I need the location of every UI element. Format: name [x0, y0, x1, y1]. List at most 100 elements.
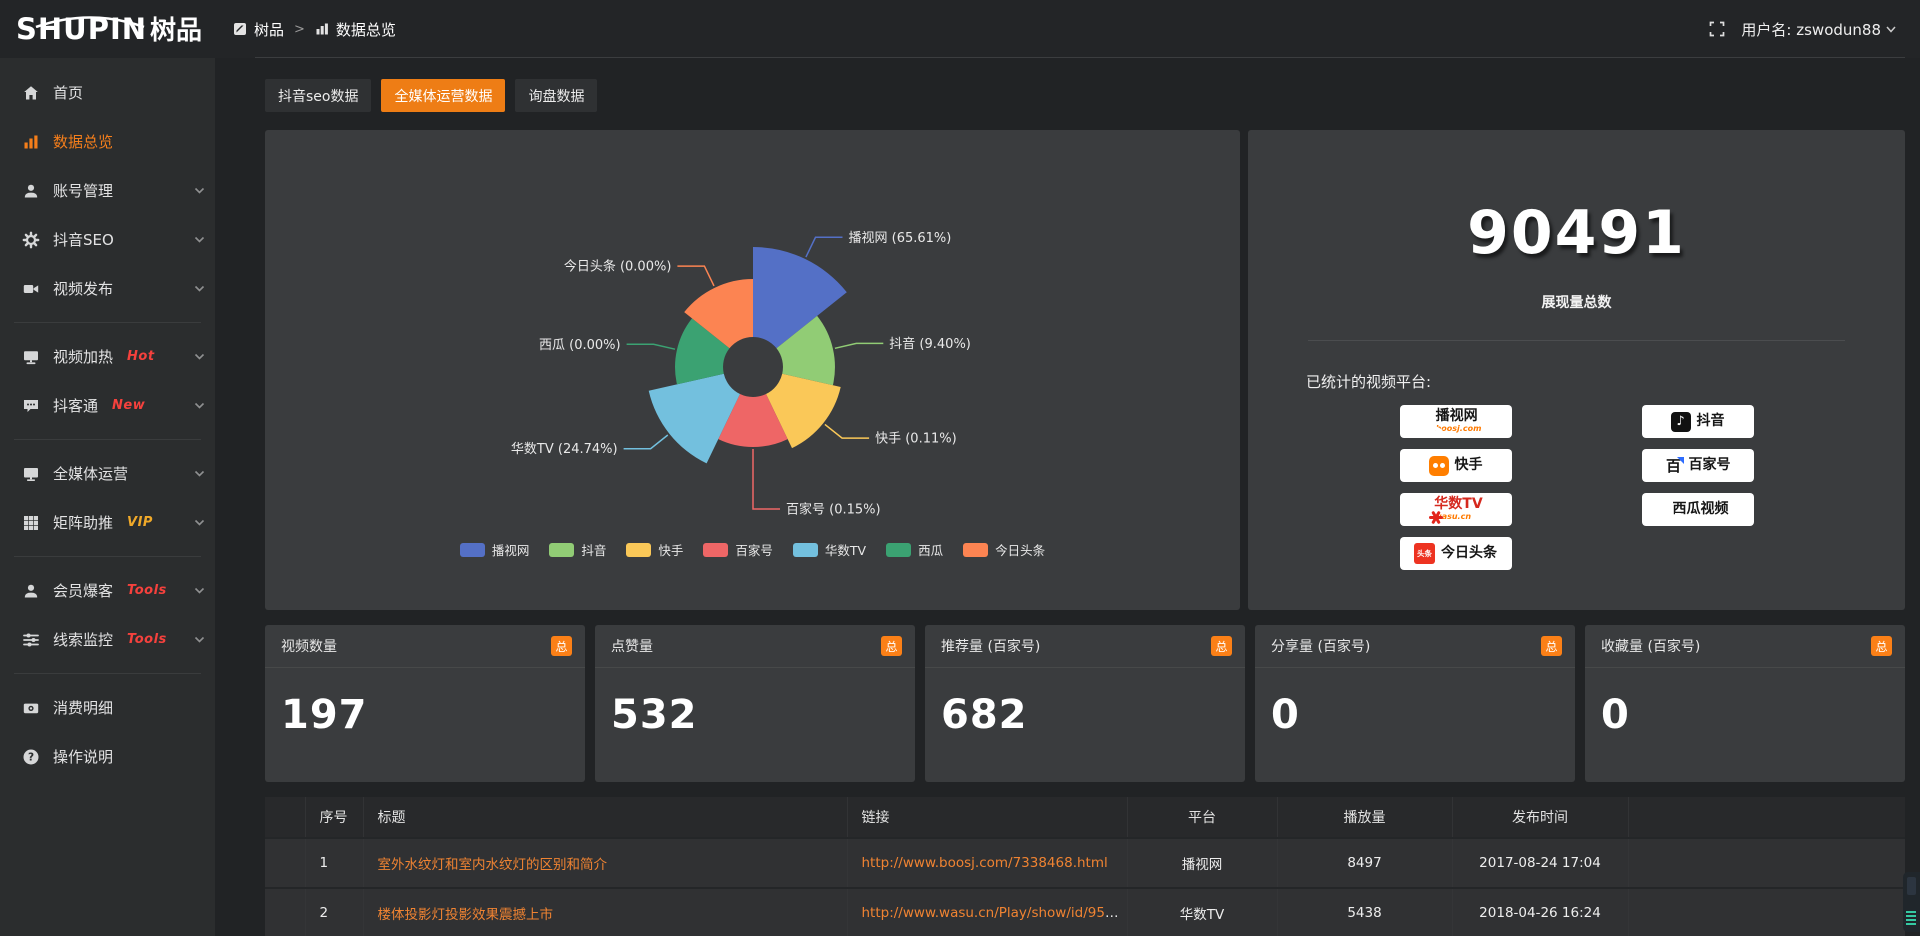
floating-widget[interactable]	[1903, 872, 1920, 932]
platform-name: 抖音	[1697, 414, 1725, 429]
sidebar: 首页 数据总览 账号管理 抖音SEO 视频发布 视频加热 Hot 抖客通 New 全媒体运营 矩阵助…	[0, 58, 215, 936]
tab-omnimedia-data[interactable]: 全媒体运营数据	[381, 79, 506, 112]
user-icon	[22, 182, 40, 200]
platforms-label: 已统计的视频平台:	[1306, 373, 1432, 391]
pie-slice-2[interactable]	[766, 373, 841, 449]
url-link[interactable]: http://www.wasu.cn/Play/show/id/952...	[861, 905, 1127, 921]
data-table: 序号 标题 链接 平台 播放量 发布时间 1 室外水纹灯和室内水纹灯的区别和简介 http:/…	[265, 797, 1905, 936]
total-badge: 总	[1871, 636, 1892, 656]
wallet-icon	[22, 699, 40, 717]
legend-item-2[interactable]: 快手	[626, 540, 683, 559]
platform-badge-xigua: 西瓜视频	[1641, 493, 1754, 526]
chevron-down-icon	[194, 187, 205, 195]
legend-item-5[interactable]: 西瓜	[886, 540, 943, 559]
pie-slice-6[interactable]	[684, 279, 753, 349]
chat-icon	[22, 397, 40, 415]
sidebar-item-matrix-boost[interactable]: 矩阵助推 VIP	[0, 498, 215, 547]
sidebar-item-label: 抖客通	[53, 397, 99, 415]
pie-label-6: 今日头条 (0.00%)	[564, 259, 672, 275]
chevron-down-icon	[194, 519, 205, 527]
row-link: http://www.boosj.com/7338468.html	[846, 837, 1127, 888]
title-link[interactable]: 室外水纹灯和室内水纹灯的区别和简介	[377, 857, 608, 873]
stat-card-2: 推荐量 (百家号) 总 682	[925, 625, 1245, 782]
sidebar-item-label: 操作说明	[53, 748, 114, 766]
row-checkbox-cell	[265, 887, 305, 936]
platform-name: 西瓜视频	[1673, 502, 1729, 517]
sidebar-item-clue-monitor[interactable]: 线索监控 Tools	[0, 615, 215, 664]
title-link[interactable]: 楼体投影灯投影效果震撼上市	[377, 907, 554, 923]
app-logo[interactable]: SHUPIN 树品	[0, 14, 215, 46]
username[interactable]: 用户名: zswodun88	[1741, 19, 1896, 40]
platform-badge-boosj: 播视网 boosj.com	[1399, 405, 1512, 438]
legend-label: 快手	[658, 543, 684, 558]
stat-card-header: 推荐量 (百家号) 总	[925, 625, 1245, 668]
row-actions	[1627, 837, 1905, 888]
legend-item-0[interactable]: 播视网	[459, 540, 529, 559]
header-checkbox-cell	[265, 797, 305, 838]
pie-label-line-3	[752, 449, 780, 510]
platform-name: 今日头条	[1441, 546, 1497, 561]
logo-text-cn: 树品	[150, 15, 203, 46]
total-impressions-label: 展现量总数	[1541, 295, 1612, 311]
sidebar-item-douketong[interactable]: 抖客通 New	[0, 381, 215, 430]
platform-name: 百家号	[1689, 458, 1731, 473]
pie-slice-4[interactable]	[648, 373, 740, 464]
sidebar-item-label: 数据总览	[53, 133, 114, 151]
gear-icon	[22, 231, 40, 249]
legend-item-6[interactable]: 今日头条	[963, 540, 1045, 559]
legend-swatch	[459, 542, 485, 557]
sidebar-item-home[interactable]: 首页	[0, 68, 215, 117]
sidebar-item-video-publish[interactable]: 视频发布	[0, 264, 215, 313]
stat-card-label: 点赞量	[611, 639, 653, 655]
legend-swatch	[963, 542, 989, 557]
platform-badge-toutiao: 头条 今日头条	[1399, 537, 1512, 570]
tab-douyin-seo-data[interactable]: 抖音seo数据	[265, 79, 372, 112]
chart-panel: 播视网 (65.61%) 抖音 (9.40%) 快手 (0.11%) 百家号 (0.1…	[265, 130, 1240, 610]
sidebar-menu: 首页 数据总览 账号管理 抖音SEO 视频发布 视频加热 Hot 抖客通 New 全媒体运营 矩阵助…	[0, 58, 215, 781]
legend-swatch	[703, 542, 729, 557]
sidebar-item-consumption-detail[interactable]: 消费明细	[0, 683, 215, 732]
url-link[interactable]: http://www.boosj.com/7338468.html	[861, 855, 1108, 871]
sidebar-item-operation-guide[interactable]: ? 操作说明	[0, 732, 215, 781]
chevron-down-icon	[194, 470, 205, 478]
platform-name: 快手	[1455, 458, 1483, 473]
col-header-1: 标题	[362, 797, 847, 838]
pie-slice-5[interactable]	[675, 318, 730, 385]
legend-item-1[interactable]: 抖音	[549, 540, 606, 559]
sidebar-item-label: 矩阵助推	[53, 514, 114, 532]
bar-chart-icon	[315, 22, 329, 36]
legend-item-3[interactable]: 百家号	[703, 540, 773, 559]
douyin-logo-icon: ♪	[1670, 411, 1691, 432]
sidebar-item-label: 视频发布	[53, 280, 114, 298]
sidebar-item-data-overview[interactable]: 数据总览	[0, 117, 215, 166]
pie-slice-0[interactable]	[753, 247, 847, 349]
sidebar-item-omnimedia[interactable]: 全媒体运营	[0, 449, 215, 498]
sidebar-item-douyin-seo[interactable]: 抖音SEO	[0, 215, 215, 264]
sidebar-item-account-management[interactable]: 账号管理	[0, 166, 215, 215]
sidebar-divider	[14, 439, 201, 440]
col-header-0: 序号	[304, 797, 363, 838]
username-label: 用户名: zswodun88	[1741, 20, 1881, 39]
sidebar-item-member-baoke[interactable]: 会员爆客 Tools	[0, 566, 215, 615]
fullscreen-icon[interactable]	[1709, 21, 1725, 37]
pie-slice-1[interactable]	[776, 315, 835, 386]
sidebar-item-video-heat[interactable]: 视频加热 Hot	[0, 332, 215, 381]
col-header-actions	[1627, 797, 1905, 838]
summary-panel: 90491 展现量总数 已统计的视频平台: 播视网 boosj.com ♪ 抖音 快手 百…	[1248, 130, 1905, 610]
pie-label-5: 西瓜 (0.00%)	[539, 338, 621, 353]
platform-name-text: 西瓜视频	[1672, 501, 1729, 518]
toutiao-logo-icon: 头条	[1414, 543, 1435, 564]
pie-slice-3[interactable]	[718, 394, 788, 448]
help-icon: ?	[22, 748, 40, 766]
row-checkbox-cell	[265, 837, 305, 888]
tab-inquiry-data[interactable]: 询盘数据	[515, 79, 598, 112]
legend-label: 抖音	[581, 543, 607, 558]
row-plays: 5438	[1276, 887, 1452, 936]
col-header-2: 链接	[846, 797, 1127, 838]
row-actions	[1627, 887, 1905, 936]
screen-icon	[22, 348, 40, 366]
breadcrumb-root[interactable]: 树品	[254, 20, 285, 39]
breadcrumb: 树品 > 数据总览	[233, 19, 396, 40]
legend-item-4[interactable]: 华数TV	[792, 540, 866, 559]
platform-name-text: 播视网	[1435, 408, 1478, 425]
